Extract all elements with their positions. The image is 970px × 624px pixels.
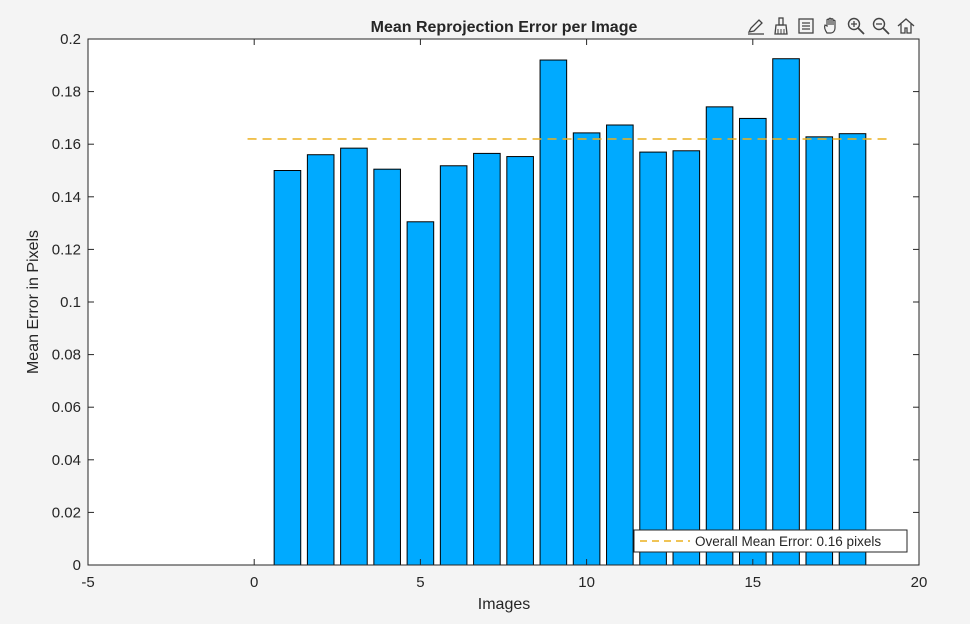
legend-box <box>633 529 908 553</box>
brush-icon <box>773 17 788 35</box>
y-tick-label: 0.04 <box>52 452 81 469</box>
bar-image-18[interactable] <box>838 133 867 566</box>
bar-series <box>273 58 867 566</box>
bar-image-16[interactable] <box>772 58 800 566</box>
zoom-in-button[interactable] <box>844 14 867 38</box>
bar-image-6[interactable] <box>439 165 468 566</box>
data-tips-button[interactable] <box>744 14 767 38</box>
pan-button[interactable] <box>819 14 842 38</box>
x-tick-label: 15 <box>744 574 761 591</box>
y-tick-label: 0.02 <box>52 504 81 521</box>
x-tick-label: -5 <box>81 574 94 591</box>
legend-entry-label: Overall Mean Error: 0.16 pixels <box>695 534 881 549</box>
y-tick-label: 0.06 <box>52 399 81 416</box>
bar-image-1[interactable] <box>273 170 302 566</box>
y-tick-label: 0.1 <box>60 294 81 311</box>
axes-box <box>87 38 920 566</box>
pan-icon <box>823 17 836 34</box>
x-tick-labels: -5 0 5 10 15 20 <box>81 574 927 591</box>
brush-button[interactable] <box>769 14 792 38</box>
y-tick-label: 0.16 <box>52 136 81 153</box>
bar-image-11[interactable] <box>606 124 634 566</box>
axes-toolbar <box>744 13 917 39</box>
y-tick-label: 0 <box>73 557 81 574</box>
bar-image-5[interactable] <box>406 221 435 566</box>
y-axis-label: Mean Error in Pixels <box>25 230 42 374</box>
y-tick-label: 0.2 <box>60 31 81 48</box>
zoom-out-icon <box>872 17 890 35</box>
zoom-in-icon <box>847 17 865 35</box>
bar-image-13[interactable] <box>672 150 701 566</box>
bar-image-12[interactable] <box>639 151 667 566</box>
y-tick-label: 0.18 <box>52 84 81 101</box>
legend[interactable]: Overall Mean Error: 0.16 pixels <box>633 529 908 553</box>
bar-image-7[interactable] <box>473 152 501 566</box>
x-tick-label: 0 <box>250 574 258 591</box>
y-tick-label: 0.08 <box>52 347 81 364</box>
x-axis-label: Images <box>478 596 530 613</box>
data-tips-icon <box>747 19 764 35</box>
y-tick-label: 0.14 <box>52 189 81 206</box>
bar-image-4[interactable] <box>373 168 401 566</box>
x-tick-label: 5 <box>416 574 424 591</box>
bar-image-14[interactable] <box>705 106 734 566</box>
x-tick-label: 10 <box>578 574 595 591</box>
chart-title: Mean Reprojection Error per Image <box>371 19 638 36</box>
bar-image-10[interactable] <box>572 132 601 566</box>
legend-button[interactable] <box>794 14 817 38</box>
x-tick-label: 20 <box>911 574 928 591</box>
bar-image-2[interactable] <box>306 154 335 566</box>
legend-icon <box>797 18 814 34</box>
restore-view-button[interactable] <box>894 14 917 38</box>
home-icon <box>897 18 914 34</box>
bar-image-17[interactable] <box>805 136 834 566</box>
bar-image-15[interactable] <box>739 117 767 566</box>
bar-image-3[interactable] <box>340 147 368 566</box>
zoom-out-button[interactable] <box>869 14 892 38</box>
y-tick-label: 0.12 <box>52 241 81 258</box>
bar-image-9[interactable] <box>539 59 568 566</box>
bar-image-8[interactable] <box>506 156 534 566</box>
y-tick-labels: 0 0.02 0.04 0.06 0.08 0.1 0.12 0.14 0.16 0.18 0.2 <box>52 31 81 574</box>
